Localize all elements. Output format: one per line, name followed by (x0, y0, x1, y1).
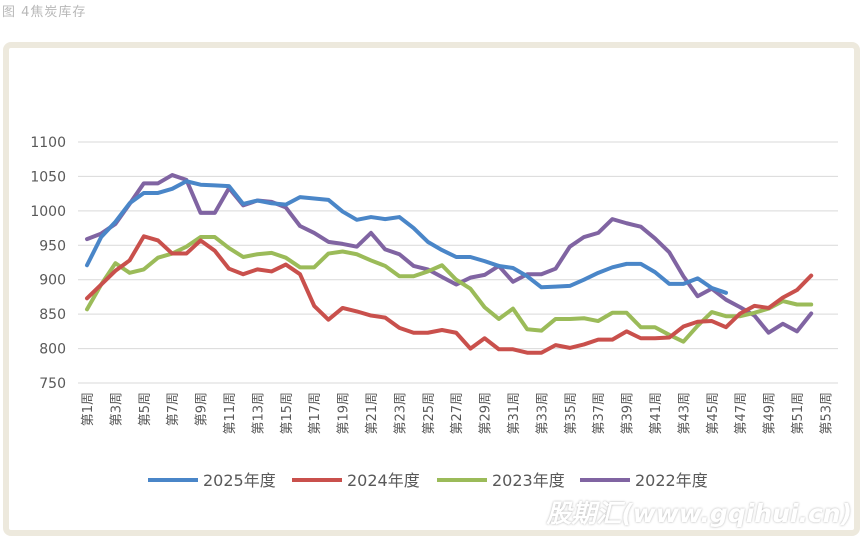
figure-title: 图 4焦炭库存 (2, 5, 87, 20)
x-tick-label: 第31周 (507, 392, 522, 435)
x-tick-label: 第1周 (81, 392, 96, 426)
y-tick-label: 750 (39, 376, 66, 392)
x-tick-label: 第53周 (819, 392, 834, 435)
x-tick-label: 第41周 (649, 392, 664, 435)
x-tick-label: 第21周 (365, 392, 380, 435)
x-tick-label: 第27周 (450, 392, 465, 435)
x-tick-label: 第13周 (251, 392, 266, 435)
y-tick-label: 1000 (30, 204, 66, 220)
x-tick-label: 第47周 (734, 392, 749, 435)
series-line-2023年度 (85, 235, 814, 344)
x-tick-label: 第35周 (564, 392, 579, 435)
x-tick-label: 第45周 (706, 392, 721, 435)
series-line-2025年度 (85, 179, 728, 295)
x-tick-label: 第5周 (138, 392, 153, 426)
legend-label: 2023年度 (492, 471, 565, 490)
y-tick-label: 950 (39, 238, 66, 254)
y-tick-label: 800 (39, 342, 66, 358)
x-tick-label: 第29周 (479, 392, 494, 435)
x-tick-label: 第19周 (337, 392, 352, 435)
legend-label: 2025年度 (203, 471, 276, 490)
y-tick-label: 850 (39, 307, 66, 323)
x-tick-label: 第11周 (223, 392, 238, 435)
x-tick-label: 第23周 (393, 392, 408, 435)
x-tick-label: 第17周 (308, 392, 323, 435)
x-tick-label: 第43周 (677, 392, 692, 435)
x-tick-label: 第3周 (109, 392, 124, 426)
legend-label: 2024年度 (347, 471, 420, 490)
legend-label: 2022年度 (635, 471, 708, 490)
x-tick-label: 第49周 (763, 392, 778, 435)
series-line-2024年度 (85, 234, 814, 355)
y-tick-label: 900 (39, 273, 66, 289)
x-tick-label: 第39周 (621, 392, 636, 435)
x-tick-label: 第7周 (166, 392, 181, 426)
x-tick-label: 第33周 (535, 392, 550, 435)
x-tick-label: 第37周 (592, 392, 607, 435)
x-tick-label: 第15周 (280, 392, 295, 435)
x-tick-label: 第9周 (195, 392, 210, 426)
x-tick-label: 第25周 (422, 392, 437, 435)
series-line-2022年度 (85, 173, 814, 335)
watermark: 股期汇(www.gqihui.cn) (546, 499, 852, 528)
y-tick-label: 1100 (30, 135, 66, 151)
x-tick-label: 第51周 (791, 392, 806, 435)
y-tick-label: 1050 (30, 169, 66, 185)
